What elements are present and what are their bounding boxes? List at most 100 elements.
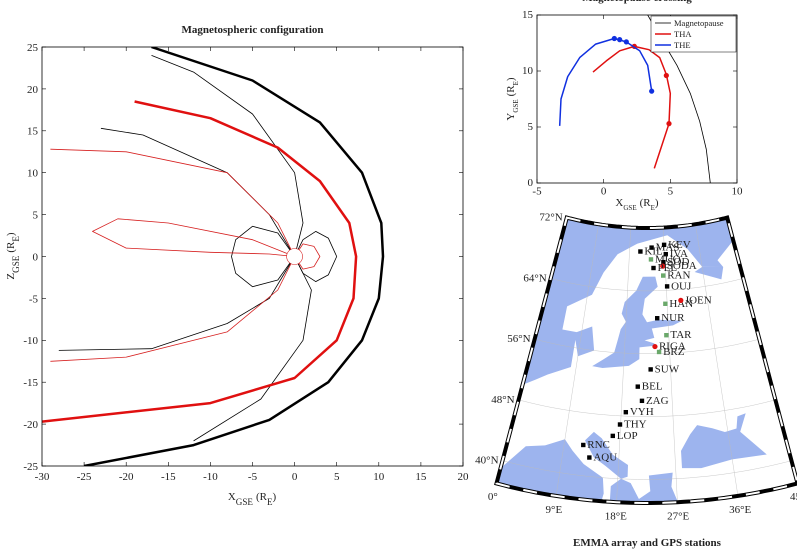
x-tick-label: 10: [732, 186, 744, 198]
y-tick-label: -15: [23, 377, 38, 389]
label-unit-sub: E: [512, 81, 520, 85]
legend-label: Magnetopause: [674, 18, 724, 28]
station-label: SODA: [667, 260, 697, 272]
lon-tick-label: 45°E: [790, 491, 797, 503]
y-tick-label: -20: [23, 419, 38, 431]
parallel: [534, 338, 760, 354]
lon-tick-label: 0°: [488, 491, 498, 503]
meridian: [663, 227, 678, 503]
gps-station: [660, 263, 666, 269]
y-tick-label: 15: [27, 126, 39, 138]
sea: [585, 431, 628, 479]
magnetometer-station: [661, 259, 666, 265]
magnetometer-station: [656, 349, 662, 355]
data-line: [58, 256, 295, 351]
parallel: [502, 460, 792, 480]
label-sub: GSE: [11, 255, 21, 273]
y-tick-label: 10: [522, 65, 534, 77]
label-unit-sub: E: [267, 497, 273, 507]
chart-title: Magnetopause crossing: [582, 0, 692, 4]
sea: [522, 217, 734, 385]
label-close: ): [273, 491, 277, 503]
station-label: AQU: [593, 452, 617, 464]
label-sub: GSE: [512, 99, 520, 112]
earth: [286, 248, 303, 265]
y-tick-label: 10: [27, 168, 39, 180]
plot-lines: [42, 47, 385, 466]
meridian: [555, 224, 599, 496]
magnetometer-station: [648, 257, 654, 262]
lon-tick-label: 9°E: [546, 504, 563, 516]
legend-label: THA: [674, 29, 692, 39]
x-tick-label: -25: [77, 471, 92, 483]
lon-tick-label: 27°E: [667, 510, 689, 522]
magnetometer-station: [655, 316, 660, 321]
station-label: TAR: [670, 329, 692, 341]
y-tick-label: 15: [522, 9, 534, 21]
label-main: Z: [5, 273, 17, 280]
axis-label: ZGSE (RE): [5, 232, 21, 279]
data-line: [592, 45, 672, 169]
data-line: [42, 100, 358, 423]
label-unit: (R: [640, 197, 652, 209]
station-label: NUR: [661, 312, 685, 324]
label-sub: GSE: [236, 497, 254, 507]
station-label: OUJ: [671, 280, 692, 292]
axis-label: YGSE (RE): [505, 77, 520, 120]
station-label: THY: [624, 419, 647, 431]
station-label: HAN: [669, 298, 693, 310]
magnetometer-station: [664, 332, 669, 338]
x-tick-label: -5: [248, 471, 258, 483]
lon-tick-label: 18°E: [605, 510, 627, 522]
magnetometer-station: [663, 301, 668, 306]
sea: [681, 413, 767, 469]
chart-title: Magnetospheric configuration: [181, 24, 323, 36]
lon-tick-label: 36°E: [729, 504, 751, 516]
magnetometer-station: [587, 455, 592, 460]
lat-tick-label: 56°N: [507, 333, 530, 345]
data-line: [151, 55, 304, 257]
magnetometer-station: [610, 433, 615, 439]
station-label: SOD: [667, 256, 689, 268]
label-close: ): [655, 197, 659, 209]
x-tick-label: 15: [415, 471, 427, 483]
x-tick-label: -30: [35, 471, 50, 483]
station-label: BEL: [642, 381, 663, 393]
magnetometer-station: [661, 273, 666, 278]
axis-label: XGSE (RE): [615, 197, 658, 212]
plot-frame: [41, 46, 464, 467]
map-title: EMMA array and GPS stations: [573, 537, 722, 549]
magnetometer-station: [638, 249, 643, 254]
crossing-marker: [617, 37, 623, 43]
station-label: LOP: [617, 430, 638, 442]
x-tick-label: -15: [161, 471, 176, 483]
gps-station: [652, 343, 658, 350]
station-label: ZAG: [646, 395, 669, 407]
label-main: X: [228, 491, 236, 503]
gps-station: [678, 297, 684, 303]
lat-tick-label: 48°N: [491, 394, 514, 406]
y-tick-label: -25: [23, 461, 38, 473]
sea: [592, 276, 683, 368]
x-tick-label: 10: [373, 471, 385, 483]
station-label: RAN: [667, 270, 690, 282]
station-label: KEV: [668, 239, 691, 251]
station-label: SUW: [655, 363, 680, 375]
magnetometer-station: [623, 409, 629, 415]
map-frame-dash: [495, 216, 797, 504]
x-tick-label: -5: [532, 186, 542, 198]
magnetometer-station: [649, 245, 654, 250]
crossing-marker: [623, 39, 629, 45]
plot-frame: [536, 14, 738, 184]
plot-area: [42, 47, 463, 466]
station-label: RIGA: [659, 341, 686, 353]
x-tick-label: 20: [458, 471, 470, 483]
magnetometer-station: [663, 251, 668, 257]
label-main: Y: [505, 113, 517, 121]
data-line: [558, 37, 653, 126]
label-close: ): [505, 77, 517, 81]
x-tick-label: 0: [292, 471, 298, 483]
magnetometer-station: [664, 284, 670, 289]
